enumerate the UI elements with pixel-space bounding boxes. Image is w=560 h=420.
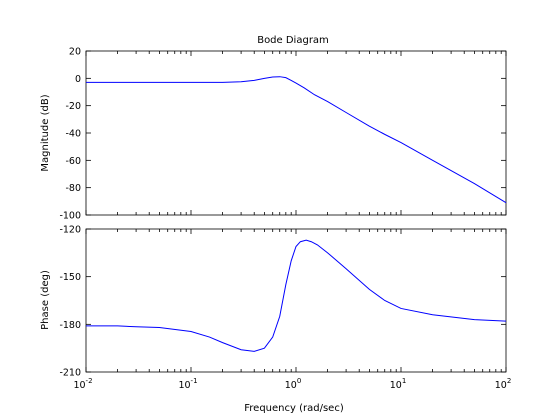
magnitude-ytick-label: -80 <box>65 183 81 194</box>
magnitude-ytick-label: -60 <box>65 156 81 167</box>
phase-ytick-label: -150 <box>59 272 81 283</box>
x-tick-label: 100 <box>285 377 302 391</box>
x-tick-label: 102 <box>495 377 512 391</box>
phase-ytick-label: -180 <box>59 320 81 331</box>
magnitude-ytick-label: 0 <box>75 74 81 85</box>
x-axis-label: Frequency (rad/sec) <box>244 403 344 414</box>
x-tick-labels: 10-2 10-1 100 101 102 <box>73 377 511 391</box>
phase-axes-frame <box>85 228 507 373</box>
magnitude-ticks: -100 -80 -60 -40 -20 0 20 <box>59 47 507 222</box>
magnitude-ytick-label: -20 <box>65 101 81 112</box>
phase-panel: -210 -180 -150 -120 Phase (deg) <box>40 225 507 379</box>
x-tick-label: 10-2 <box>73 377 92 391</box>
phase-ylabel: Phase (deg) <box>40 270 51 330</box>
phase-ticks: -210 -180 -150 -120 <box>59 225 507 379</box>
phase-series-line <box>86 239 507 352</box>
magnitude-series-line <box>86 76 507 204</box>
magnitude-panel: -100 -80 -60 -40 -20 0 20 Magnitude (dB) <box>40 47 507 222</box>
x-tick-label: 101 <box>390 377 407 391</box>
phase-ytick-label: -210 <box>59 368 81 379</box>
magnitude-ytick-label: -100 <box>59 211 81 222</box>
magnitude-ytick-label: 20 <box>69 47 81 58</box>
chart-title: Bode Diagram <box>257 35 329 46</box>
magnitude-ytick-label: -40 <box>65 129 81 140</box>
phase-ytick-label: -120 <box>59 225 81 236</box>
x-tick-label: 10-1 <box>178 377 197 391</box>
magnitude-axes-frame <box>85 50 507 216</box>
magnitude-ylabel: Magnitude (dB) <box>40 94 51 171</box>
